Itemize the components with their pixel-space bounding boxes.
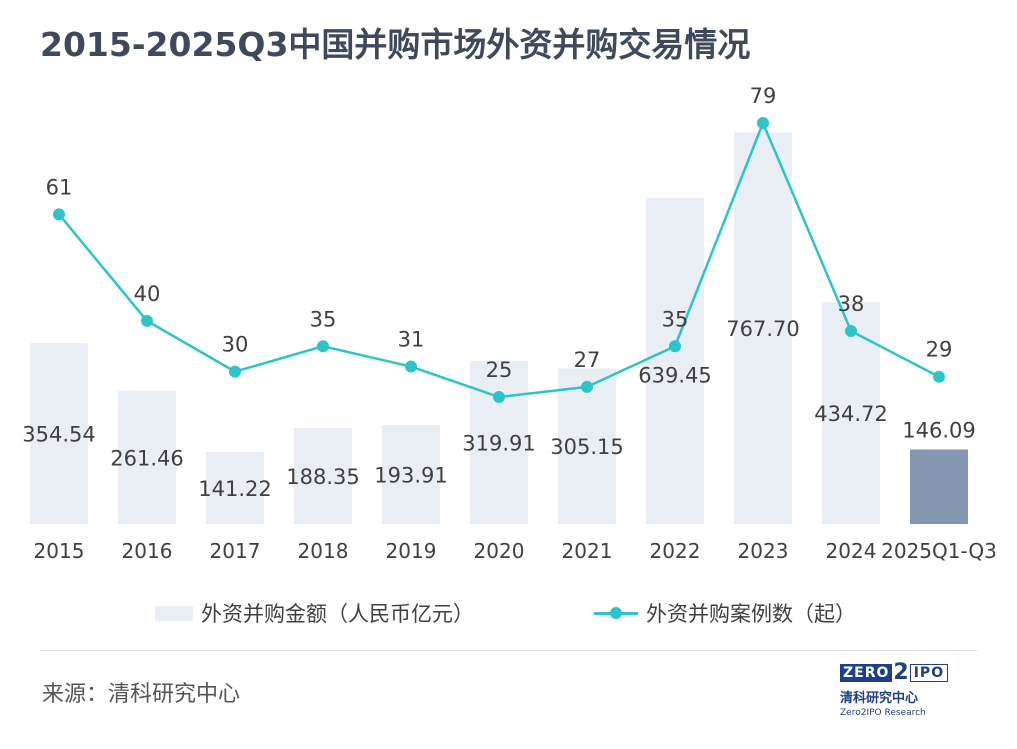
amount-label-2023: 767.70 [726, 317, 799, 341]
bar-2025Q1-Q3 [910, 449, 968, 524]
count-label-2022: 35 [662, 307, 689, 331]
count-label-2024: 38 [838, 292, 865, 316]
point-2022 [669, 340, 681, 353]
point-2015 [53, 208, 65, 221]
x-tick-2022: 2022 [650, 539, 701, 563]
count-label-2020: 25 [486, 358, 513, 382]
x-tick-2019: 2019 [386, 539, 437, 563]
count-label-2023: 79 [750, 84, 777, 108]
legend-label-amount: 外资并购金额（人民币亿元） [201, 602, 474, 626]
legend-label-count: 外资并购案例数（起） [646, 602, 856, 626]
bar-2023 [734, 132, 792, 524]
x-tick-2017: 2017 [210, 539, 261, 563]
count-label-2017: 30 [222, 333, 249, 357]
amount-label-2015: 354.54 [22, 423, 95, 447]
point-2021 [581, 380, 593, 393]
count-label-2016: 40 [134, 282, 161, 306]
x-tick-2023: 2023 [738, 539, 789, 563]
point-2025Q1-Q3 [933, 370, 945, 383]
bar-2015 [30, 343, 88, 524]
bars-layer [30, 132, 968, 524]
amount-label-2019: 193.91 [374, 464, 447, 488]
bar-2021 [558, 368, 616, 524]
point-2016 [141, 314, 153, 327]
amount-label-2022: 639.45 [638, 363, 711, 387]
bar-2016 [118, 390, 176, 524]
amount-label-2018: 188.35 [286, 465, 359, 489]
count-label-2019: 31 [398, 328, 425, 352]
chart: 61 40 30 35 31 25 27 35 79 38 29 354.54 261.46 141.22… [22, 84, 997, 563]
x-tick-2016: 2016 [122, 539, 173, 563]
legend-item-count[interactable]: 外资并购案例数（起） [594, 598, 856, 628]
x-tick-2024: 2024 [826, 539, 877, 563]
legend-line-swatch [594, 605, 638, 621]
count-label-2021: 27 [574, 348, 601, 372]
line-series-cases [58, 121, 940, 399]
x-tick-2025Q1-Q3: 2025Q1-Q3 [881, 539, 997, 563]
divider [40, 650, 977, 651]
zero2ipo-logo: ZERO 2 IPO 清科研究中心 Zero2IPO Research [840, 662, 980, 718]
amount-label-2017: 141.22 [198, 477, 271, 501]
legend-bar-swatch [155, 605, 193, 621]
amount-label-2021: 305.15 [550, 435, 623, 459]
count-label-2015: 61 [46, 175, 73, 199]
x-tick-2015: 2015 [34, 539, 85, 563]
chart-title: 2015-2025Q3中国并购市场外资并购交易情况 [40, 25, 751, 64]
point-2018 [317, 340, 329, 353]
legend-item-amount[interactable]: 外资并购金额（人民币亿元） [155, 598, 474, 628]
x-axis: 2015 2016 2017 2018 2019 2020 2021 2022 2023 2024… [34, 539, 997, 563]
x-tick-2018: 2018 [298, 539, 349, 563]
bar-2018 [294, 427, 352, 524]
count-label-2018: 35 [310, 307, 337, 331]
point-2020 [493, 391, 505, 403]
source-note: 来源：清科研究中心 [42, 682, 241, 707]
bar-2024 [822, 302, 880, 524]
amount-label-2016: 261.46 [110, 446, 183, 470]
bar-2020 [470, 360, 528, 524]
count-label-2025Q1-Q3: 29 [926, 338, 953, 362]
point-2024 [845, 325, 857, 338]
point-2023 [757, 117, 769, 129]
amount-label-2020: 319.91 [462, 431, 535, 455]
point-2017 [229, 365, 241, 378]
amount-label-2025Q1-Q3: 146.09 [902, 418, 975, 442]
bar-2019 [382, 425, 440, 524]
amount-label-2024: 434.72 [814, 402, 887, 426]
bar-2017 [206, 451, 264, 524]
labels-layer: 61 40 30 35 31 25 27 35 79 38 29 354.54 261.46 141.22… [22, 84, 975, 501]
line-layer [53, 117, 945, 403]
bar-2022 [646, 197, 704, 524]
point-2019 [405, 360, 417, 373]
x-tick-2021: 2021 [562, 539, 613, 563]
x-tick-2020: 2020 [474, 539, 525, 563]
